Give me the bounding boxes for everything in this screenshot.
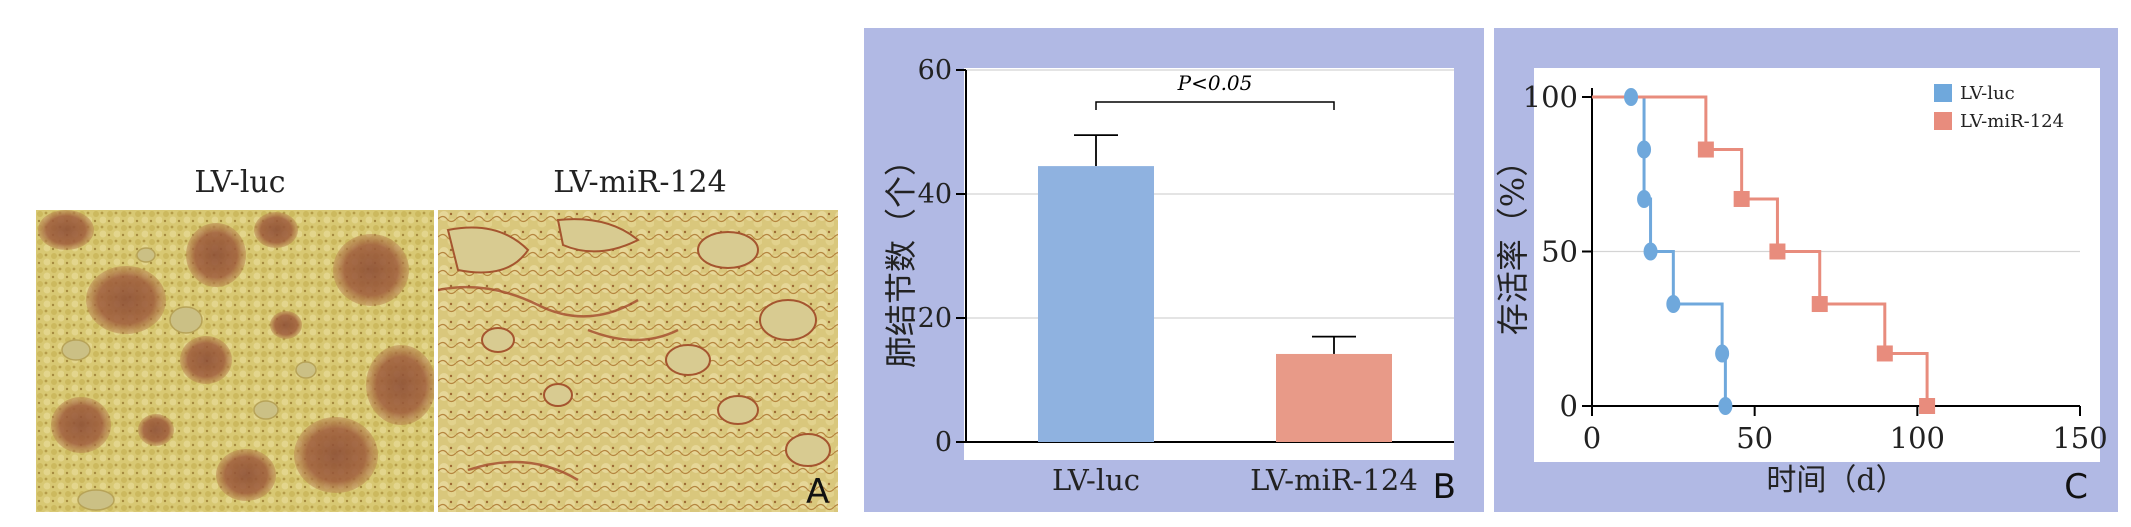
micrograph-lv-mir-124-image [438,210,838,512]
bar-y-label: 肺结节数（个） [882,144,920,368]
survival-marker-lv-mir-124 [1811,296,1828,313]
survival-y-tick-label: 100 [1523,80,1578,114]
survival-marker-lv-mir-124 [1697,141,1714,158]
panel-b-letter: B [1433,467,1456,507]
micrograph-lv-mir-124 [438,210,838,512]
survival-y-tick-label: 50 [1541,235,1578,269]
survival-y-label: 存活率（%） [1494,145,1532,335]
survival-x-tick-label: 0 [1583,421,1601,455]
survival-marker-lv-luc [1624,88,1639,106]
significance-bracket: P<0.05 [1095,71,1335,110]
survival-marker-lv-luc [1643,242,1658,261]
bar-y-tick-label: 20 [918,303,952,334]
survival-marker-lv-mir-124 [1919,398,1936,414]
micrograph-lv-luc-image [36,210,434,512]
survival-series [1592,88,1936,415]
survival-marker-lv-luc [1715,344,1730,363]
legend-swatch-lv-luc [1934,84,1952,102]
survival-plot-area [1534,68,2100,462]
survival-x-label: 时间（d） [1766,463,1905,498]
survival-y-tick-label: 0 [1560,389,1578,423]
survival-marker-lv-mir-124 [1733,190,1750,207]
legend-swatch-lv-mir-124 [1934,112,1952,130]
panel-a-right-title: LV-miR-124 [553,165,727,200]
survival-x-tick-label: 150 [2052,421,2107,455]
panel-a-left-title: LV-luc [194,165,286,200]
legend-label-lv-luc: LV-luc [1960,83,2015,104]
bar-x-tick-label: LV-luc [1052,463,1140,497]
survival-marker-lv-mir-124 [1876,345,1893,362]
bar-y-ticks: 0 20 40 60 [918,55,966,458]
bar-x-labels: LV-luc LV-miR-124 [1052,463,1418,497]
panel-c-letter: C [2064,467,2088,507]
bar-y-tick-label: 0 [935,427,952,458]
survival-x-tick-label: 50 [1736,421,1773,455]
bar-lv-mir-124 [1276,353,1392,442]
survival-marker-lv-luc [1718,397,1733,415]
bar-series [1038,134,1392,442]
bar-x-tick-label: LV-miR-124 [1250,463,1418,497]
micrograph-lv-luc [36,210,434,512]
survival-marker-lv-luc [1637,140,1652,159]
significance-label: P<0.05 [1177,71,1253,95]
legend-label-lv-mir-124: LV-miR-124 [1960,111,2064,132]
survival-marker-lv-luc [1637,189,1652,208]
bar-lv-luc [1038,166,1154,442]
survival-marker-lv-luc [1666,295,1681,314]
survival-x-tick-label: 100 [1890,421,1945,455]
panel-a-letter: A [806,472,830,512]
bar-y-tick-label: 40 [918,179,952,210]
survival-x-ticks: 0 50 100 150 [1583,406,2108,455]
survival-marker-lv-mir-124 [1769,243,1786,260]
survival-legend: LV-luc LV-miR-124 [1934,83,2064,132]
survival-chart: 0 50 100 0 50 100 150 LV-luc LV-miR-124 存活率（%… [1494,68,2108,507]
bar-y-tick-label: 60 [918,55,952,86]
survival-y-ticks: 0 50 100 [1523,80,1592,423]
